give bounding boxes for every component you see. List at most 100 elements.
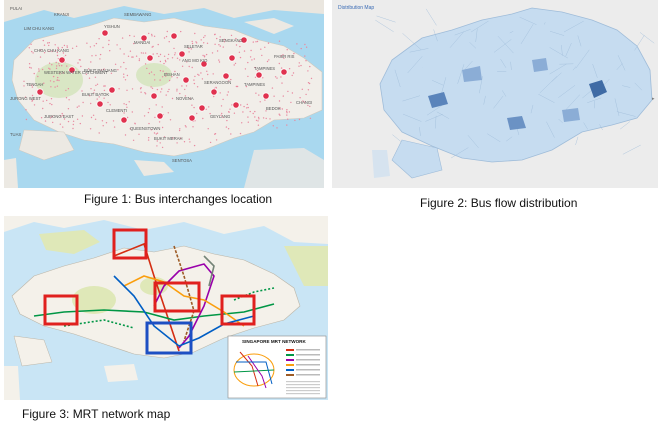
- bus-stop-dot: [93, 45, 96, 47]
- bus-stop-dot: [58, 63, 60, 65]
- bus-stop-dot: [305, 93, 307, 96]
- bus-stop-dot: [256, 40, 259, 43]
- bus-stop-dot: [43, 44, 46, 46]
- bus-stop-dot: [213, 95, 215, 98]
- bus-stop-dot: [278, 113, 280, 115]
- bus-stop-dot: [96, 83, 99, 86]
- bus-stop-dot: [218, 59, 220, 61]
- bus-stop-dot: [128, 101, 130, 103]
- bus-stop-dot: [163, 62, 165, 65]
- bus-interchange-marker: [140, 34, 148, 42]
- bus-stop-dot: [37, 75, 39, 78]
- bus-stop-dot: [196, 86, 199, 88]
- bus-stop-dot: [129, 128, 131, 130]
- bus-stop-dot: [246, 107, 248, 109]
- bus-stop-dot: [305, 46, 308, 48]
- bus-stop-dot: [262, 117, 265, 119]
- bus-stop-dot: [77, 62, 79, 64]
- map-label: BUKIT PANJANG: [84, 68, 117, 73]
- mrt-inset-panel: [227, 335, 327, 399]
- bus-stop-dot: [98, 38, 100, 40]
- bus-stop-dot: [234, 62, 237, 65]
- bus-stop-dot: [249, 56, 252, 58]
- bus-stop-dot: [31, 84, 33, 86]
- bus-stop-dot: [30, 67, 32, 69]
- bus-stop-dot: [241, 122, 243, 124]
- bus-stop-dot: [98, 96, 100, 98]
- bus-interchange-marker: [262, 92, 270, 100]
- bus-stop-dot: [183, 141, 186, 143]
- bus-stop-dot: [156, 53, 158, 55]
- bus-stop-dot: [107, 101, 109, 104]
- bus-stop-dot: [188, 138, 190, 140]
- bus-stop-dot: [117, 69, 119, 71]
- bus-stop-dot: [280, 76, 282, 78]
- bus-stop-dot: [63, 44, 66, 47]
- map-label: BISHAN: [164, 72, 180, 77]
- bus-stop-dot: [176, 57, 179, 59]
- bus-stop-dot: [179, 137, 182, 139]
- bus-stop-dot: [68, 99, 70, 101]
- bus-stop-dot: [155, 133, 157, 135]
- bus-stop-dot: [86, 42, 88, 44]
- bus-stop-dot: [144, 63, 147, 65]
- bus-stop-dot: [200, 39, 202, 41]
- bus-stop-dot: [126, 89, 128, 92]
- bus-stop-dot: [287, 90, 289, 93]
- bus-stop-dot: [193, 79, 195, 81]
- map-label: BUKIT BATOK: [82, 92, 109, 97]
- bus-stop-dot: [138, 58, 141, 60]
- bus-stop-dot: [222, 98, 224, 101]
- bus-stop-dot: [202, 117, 204, 120]
- bus-interchange-marker: [222, 72, 230, 80]
- bus-stop-dot: [131, 111, 133, 113]
- bus-stop-dot: [120, 66, 122, 68]
- bus-stop-dot: [174, 52, 176, 54]
- bus-stop-dot: [67, 88, 70, 90]
- bus-stop-dot: [202, 54, 204, 57]
- bus-stop-dot: [146, 67, 148, 70]
- bus-stop-dot: [189, 98, 191, 100]
- bus-stop-dot: [121, 37, 124, 39]
- bus-stop-dot: [223, 38, 225, 41]
- bus-interchange-marker: [146, 54, 154, 62]
- bus-stop-dot: [144, 92, 146, 94]
- bus-stop-dot: [268, 59, 270, 61]
- bus-stop-dot: [33, 72, 35, 75]
- bus-stop-dot: [171, 57, 174, 59]
- bus-stop-dot: [39, 56, 42, 58]
- map-label: TUAS: [10, 132, 21, 137]
- bus-stop-dot: [167, 58, 169, 60]
- bus-stop-dot: [133, 42, 135, 45]
- bus-stop-dot: [207, 73, 209, 76]
- bus-stop-dot: [161, 88, 163, 90]
- figure-2-caption: Figure 2: Bus flow distribution: [420, 196, 578, 210]
- bus-stop-dot: [51, 63, 53, 66]
- bus-stop-dot: [89, 95, 91, 97]
- bus-stop-dot: [276, 77, 278, 79]
- bus-interchange-marker: [198, 104, 206, 112]
- bus-stop-dot: [239, 45, 241, 48]
- bus-interchange-marker: [210, 88, 218, 96]
- bus-interchange-marker: [58, 56, 66, 64]
- bus-stop-dot: [47, 42, 49, 44]
- bus-interchange-marker: [255, 71, 263, 79]
- bus-stop-dot: [264, 99, 266, 101]
- bus-stop-dot: [148, 122, 150, 125]
- highlight-box-west: [43, 294, 79, 326]
- bus-stop-dot: [307, 89, 310, 91]
- bus-stop-dot: [103, 97, 105, 99]
- bus-interchange-marker: [156, 112, 164, 120]
- bus-stop-dot: [94, 118, 97, 121]
- bus-stop-dot: [288, 111, 291, 113]
- bus-stop-dot: [215, 139, 218, 141]
- bus-stop-dot: [221, 112, 223, 115]
- bus-stop-dot: [88, 68, 90, 70]
- bus-stop-dot: [56, 79, 59, 81]
- bus-stop-dot: [161, 146, 164, 149]
- bus-stop-dot: [280, 67, 283, 69]
- bus-stop-dot: [179, 128, 181, 130]
- bus-stop-dot: [247, 106, 249, 109]
- bus-stop-dot: [205, 53, 208, 56]
- bus-stop-dot: [179, 59, 181, 61]
